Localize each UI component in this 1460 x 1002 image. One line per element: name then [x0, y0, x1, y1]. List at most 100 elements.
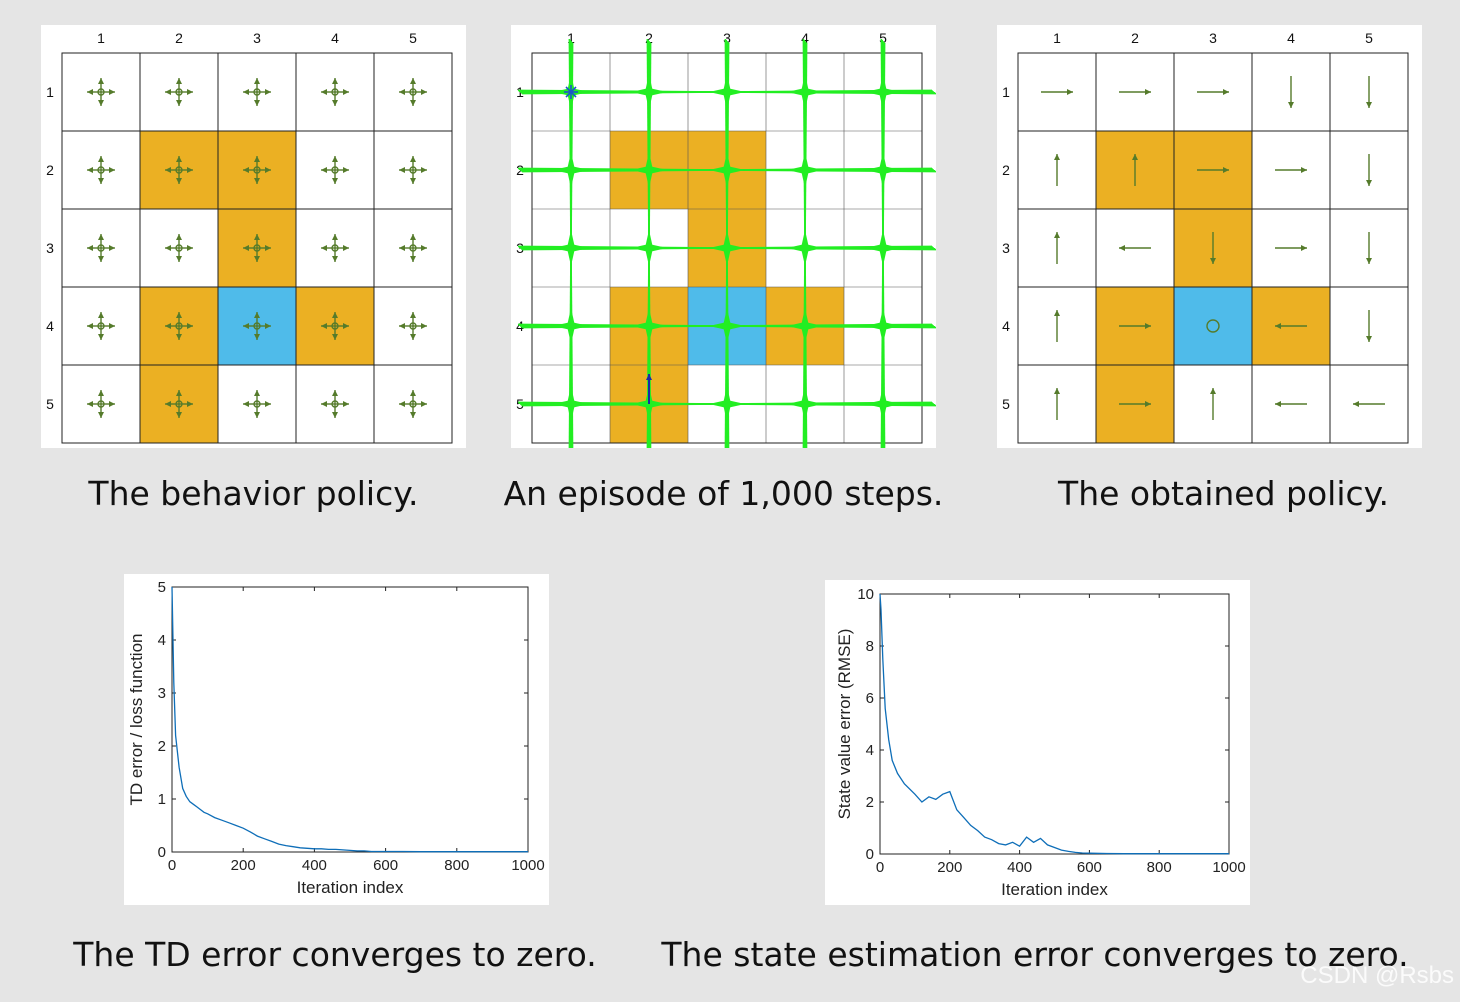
grid-border	[61, 52, 453, 444]
col-label: 2	[645, 30, 653, 46]
stay-circle	[253, 88, 261, 96]
stay-circle	[97, 88, 105, 96]
col-label: 5	[409, 30, 417, 46]
stay-circle	[253, 400, 261, 408]
col-label: 5	[879, 30, 887, 46]
trajectory-spike	[553, 244, 589, 252]
series-line	[171, 586, 528, 853]
trajectory-spike	[553, 322, 589, 330]
col-label: 1	[97, 30, 105, 46]
col-label: 3	[723, 30, 731, 46]
y-tick-label: 2	[866, 794, 874, 811]
stay-circle	[175, 322, 183, 330]
y-tick-label: 4	[866, 742, 874, 759]
start-marker	[564, 85, 578, 99]
x-tick-label: 600	[1077, 859, 1102, 876]
x-axis-label: Iteration index	[297, 878, 404, 897]
x-tick-label: 0	[876, 859, 884, 876]
stay-circle	[409, 322, 417, 330]
x-tick-label: 0	[168, 857, 176, 874]
plot-area	[171, 586, 529, 853]
trajectory-spike	[787, 166, 823, 174]
trajectory-spike	[787, 244, 823, 252]
stay-circle	[331, 88, 339, 96]
stay-circle	[331, 244, 339, 252]
row-label: 3	[1002, 240, 1010, 256]
y-axis-label: TD error / loss function	[127, 634, 146, 806]
col-label: 5	[1365, 30, 1373, 46]
y-tick-label: 10	[857, 586, 874, 603]
caption-td-error: The TD error converges to zero.	[73, 935, 597, 974]
stay-circle	[1206, 319, 1220, 333]
col-label: 4	[1287, 30, 1295, 46]
td-error-chart-panel: 0 200 400 600 800 1000 0 1 2 3 4 5 Iteration index TD…	[124, 574, 549, 905]
x-tick-label: 1000	[511, 857, 544, 874]
y-tick-label: 1	[158, 791, 166, 808]
col-label: 3	[253, 30, 261, 46]
trajectory-spike	[709, 244, 745, 252]
col-label: 1	[1053, 30, 1061, 46]
col-label: 3	[1209, 30, 1217, 46]
x-tick-label: 600	[373, 857, 398, 874]
caption-state-error: The state estimation error converges to …	[661, 935, 1409, 974]
y-axis-label: State value error (RMSE)	[835, 629, 854, 820]
td-error-chart: 0 200 400 600 800 1000 0 1 2 3 4 5 Iteration index TD…	[127, 579, 545, 897]
col-label: 2	[1131, 30, 1139, 46]
trajectory-spike	[631, 166, 667, 174]
obtained-policy-grid: 1 2 3 4 5 1 2 3 4 5	[1002, 30, 1409, 444]
x-axis-label: Iteration index	[1001, 880, 1108, 899]
trajectory-spike	[865, 322, 901, 330]
trajectory-spike	[631, 244, 667, 252]
x-tick-label: 1000	[1212, 859, 1245, 876]
state-error-chart-panel: 0 200 400 600 800 1000 0 2 4 6 8 10 Iteration index S…	[825, 580, 1250, 905]
y-tick-label: 3	[158, 685, 166, 702]
caption-behavior-policy: The behavior policy.	[88, 474, 419, 513]
trajectory-lines	[517, 38, 936, 448]
x-tick-label: 400	[1007, 859, 1032, 876]
row-label: 1	[46, 84, 54, 100]
row-label: 2	[46, 162, 54, 178]
behavior-policy-grid: 1 2 3 4 5 1 2 3 4 5	[46, 30, 453, 444]
caption-episode: An episode of 1,000 steps.	[503, 474, 944, 513]
stay-circle	[409, 166, 417, 174]
y-tick-label: 0	[866, 846, 874, 863]
y-tick-label: 2	[158, 738, 166, 755]
row-label: 5	[1002, 396, 1010, 412]
row-label: 5	[46, 396, 54, 412]
state-error-chart: 0 200 400 600 800 1000 0 2 4 6 8 10 Iteration index S…	[835, 586, 1246, 899]
grid-border	[1017, 52, 1409, 444]
stay-circle	[253, 244, 261, 252]
x-tick-label: 200	[937, 859, 962, 876]
trajectory-spike	[787, 400, 823, 408]
stay-circle	[97, 166, 105, 174]
col-label: 2	[175, 30, 183, 46]
x-tick-label: 200	[231, 857, 256, 874]
stay-circle	[175, 400, 183, 408]
trajectory-spike	[865, 244, 901, 252]
trajectory-spike	[865, 166, 901, 174]
start-marker-stroke	[565, 86, 577, 98]
row-label: 4	[1002, 318, 1010, 334]
row-label: 1	[1002, 84, 1010, 100]
stay-circle	[175, 244, 183, 252]
stay-circle	[175, 88, 183, 96]
plot-area	[879, 593, 1230, 855]
y-tick-label: 8	[866, 638, 874, 655]
col-label: 4	[801, 30, 809, 46]
trajectory-spike	[709, 88, 745, 96]
trajectory-spike	[865, 400, 901, 408]
trajectory-spike	[553, 166, 589, 174]
stay-circle	[97, 322, 105, 330]
y-tick-label: 0	[158, 844, 166, 861]
obtained-policy-panel: 1 2 3 4 5 1 2 3 4 5	[997, 25, 1422, 448]
stay-circle	[331, 400, 339, 408]
trajectory-spike	[553, 400, 589, 408]
stay-circle	[409, 88, 417, 96]
x-tick-label: 800	[444, 857, 469, 874]
caption-obtained-policy: The obtained policy.	[1058, 474, 1389, 513]
stay-circle	[175, 166, 183, 174]
row-label: 2	[1002, 162, 1010, 178]
stay-circle	[331, 322, 339, 330]
